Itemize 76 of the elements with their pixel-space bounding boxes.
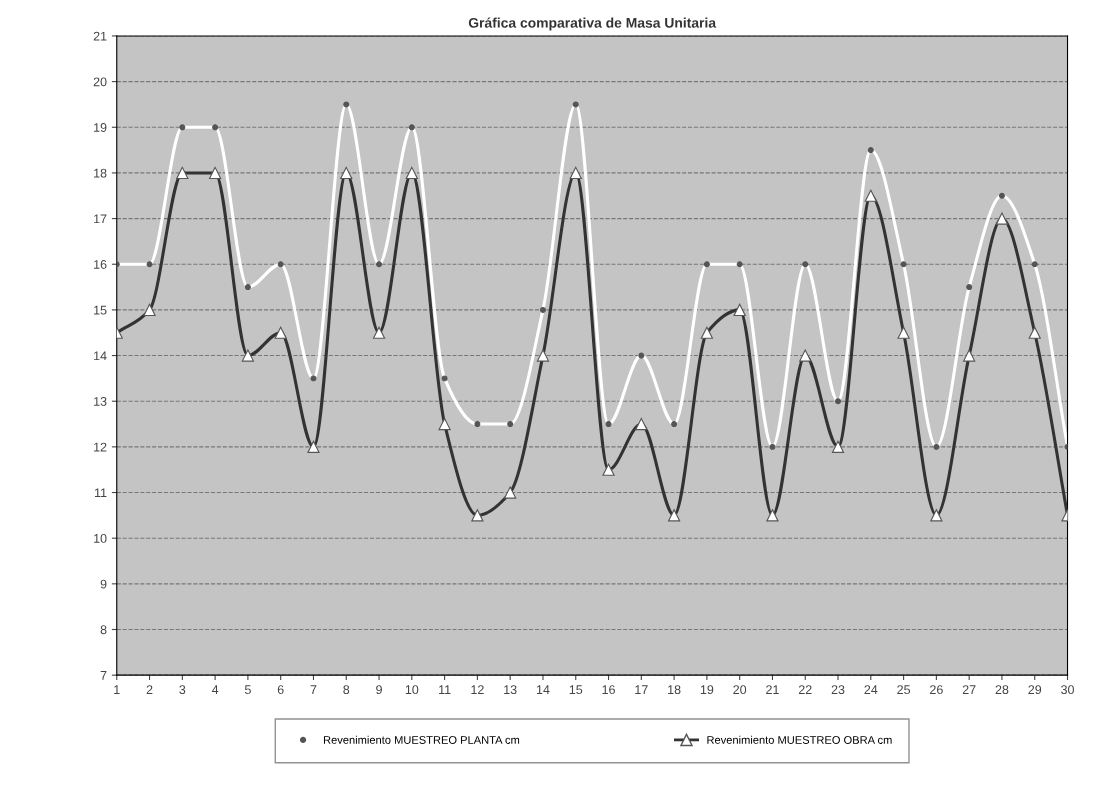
legend-label: Revenimiento MUESTREO PLANTA cm	[323, 735, 520, 744]
point	[471, 509, 484, 522]
point	[831, 440, 845, 453]
point	[602, 463, 615, 476]
y-tick-label: 20	[93, 77, 107, 87]
point	[241, 349, 255, 362]
point	[667, 509, 681, 522]
x-tick-label: 13	[504, 685, 517, 695]
point	[274, 326, 287, 339]
x-tick-label: 7	[310, 685, 317, 694]
point	[504, 486, 517, 499]
y-tick-label: 15	[94, 305, 107, 315]
y-tick-label: 7	[100, 671, 107, 680]
x-tick-label: 26	[930, 685, 943, 695]
point	[569, 166, 582, 180]
x-tick-label: 4	[211, 685, 219, 694]
point	[799, 349, 812, 362]
y-tick-label: 19	[94, 123, 107, 132]
point	[143, 303, 156, 317]
point	[1028, 326, 1041, 339]
x-tick-label: 30	[1061, 685, 1074, 695]
point	[766, 509, 779, 522]
x-tick-label: 2	[146, 685, 153, 694]
y-tick-label: 9	[100, 579, 107, 589]
x-tick-label: 17	[635, 685, 648, 694]
y-tick-label: 17	[94, 214, 107, 224]
point	[209, 166, 222, 180]
x-tick-label: 22	[798, 685, 812, 694]
x-tick-label: 18	[668, 685, 681, 695]
x-tick-label: 9	[376, 685, 382, 695]
y-tick-label: 14	[94, 351, 107, 361]
point	[176, 166, 189, 180]
point	[635, 417, 648, 431]
x-tick-label: 24	[864, 685, 878, 694]
point	[405, 166, 418, 180]
x-tick-label: 8	[343, 685, 350, 695]
y-tick-label: 16	[94, 260, 107, 269]
point	[536, 349, 550, 362]
x-tick-label: 21	[766, 685, 779, 694]
point	[897, 326, 910, 339]
x-tick-label: 5	[244, 685, 251, 695]
y-tick-label: 21	[93, 31, 107, 41]
x-tick-label: 20	[733, 685, 747, 695]
point	[733, 303, 746, 317]
x-tick-label: 3	[179, 685, 186, 695]
x-tick-label: 19	[700, 685, 714, 695]
x-tick-label: 16	[602, 685, 615, 695]
x-tick-label: 10	[405, 685, 419, 695]
point	[995, 212, 1009, 225]
y-tick-label: 12	[94, 442, 107, 452]
y-tick-label: 8	[100, 625, 107, 635]
x-tick-label: 11	[439, 685, 451, 694]
y-tick-label: 11	[95, 488, 107, 498]
y-tick-label: 10	[94, 533, 107, 543]
x-tick-label: 28	[995, 685, 1009, 695]
x-tick-label: 27	[962, 685, 976, 694]
legend-label: Revenimiento MUESTREO OBRA cm	[707, 735, 892, 744]
point	[340, 166, 353, 180]
x-tick-label: 23	[831, 685, 845, 695]
x-tick-label: 25	[897, 685, 911, 695]
x-tick-label: 6	[277, 685, 284, 695]
chart-title: Gráfica comparativa de Masa Unitaria	[468, 17, 717, 31]
point	[372, 326, 386, 339]
point	[307, 440, 320, 453]
x-tick-label: 15	[569, 685, 583, 695]
point	[438, 417, 451, 431]
y-tick-label: 13	[94, 397, 107, 406]
point	[963, 349, 976, 362]
x-tick-label: 29	[1028, 685, 1042, 695]
point	[700, 326, 713, 339]
point	[864, 189, 877, 202]
point	[930, 509, 943, 522]
y-tick-label: 18	[94, 168, 107, 178]
x-tick-label: 14	[536, 685, 550, 694]
x-tick-label: 12	[471, 685, 484, 694]
x-tick-label: 1	[114, 685, 120, 694]
